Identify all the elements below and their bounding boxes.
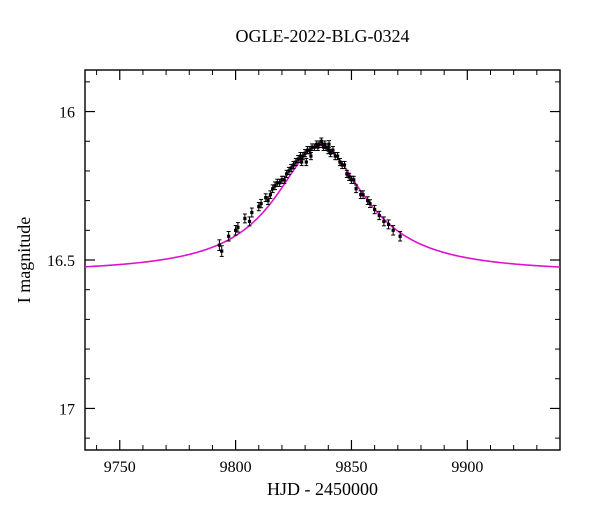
data-point <box>234 229 237 232</box>
xtick-label: 9850 <box>335 459 367 476</box>
xlabel: HJD - 2450000 <box>267 479 378 499</box>
xtick-label: 9900 <box>451 459 483 476</box>
data-point <box>269 193 272 196</box>
data-point <box>382 220 385 223</box>
data-point <box>327 143 330 146</box>
data-point <box>292 163 295 166</box>
ytick-label: 16 <box>59 105 75 122</box>
data-point <box>336 154 339 157</box>
data-point <box>305 160 308 163</box>
data-point <box>345 172 348 175</box>
data-point <box>387 223 390 226</box>
data-point <box>283 178 286 181</box>
data-point <box>236 226 239 229</box>
data-point <box>373 208 376 211</box>
ytick-label: 16.5 <box>47 253 75 270</box>
data-point <box>338 160 341 163</box>
data-point <box>304 152 307 155</box>
data-point <box>243 217 246 220</box>
data-point <box>354 187 357 190</box>
data-point <box>278 181 281 184</box>
data-point <box>259 202 262 205</box>
data-point <box>300 160 303 163</box>
data-point <box>294 160 297 163</box>
data-point <box>250 211 253 214</box>
data-point <box>290 166 293 169</box>
ytick-label: 17 <box>59 401 75 418</box>
xtick-label: 9800 <box>220 459 252 476</box>
data-point <box>266 199 269 202</box>
data-point <box>392 229 395 232</box>
data-point <box>327 149 330 152</box>
data-point <box>285 172 288 175</box>
data-point <box>331 149 334 152</box>
data-point <box>287 169 290 172</box>
data-point <box>329 152 332 155</box>
data-point <box>352 178 355 181</box>
data-point <box>301 154 304 157</box>
data-point <box>399 235 402 238</box>
data-point <box>248 220 251 223</box>
data-point <box>273 184 276 187</box>
data-point <box>227 235 230 238</box>
plot-title: OGLE-2022-BLG-0324 <box>236 26 410 46</box>
data-point <box>343 163 346 166</box>
data-point <box>378 214 381 217</box>
lightcurve-plot: OGLE-2022-BLG-0324 9750 9800 9850 9900 16 16.5… <box>0 0 600 512</box>
data-point <box>309 154 312 157</box>
xtick-label: 9750 <box>104 459 136 476</box>
data-point <box>297 157 300 160</box>
data-point <box>361 193 364 196</box>
data-point <box>368 202 371 205</box>
data-point <box>220 249 223 252</box>
ylabel: I magnitude <box>14 217 34 303</box>
data-point <box>348 175 351 178</box>
data-point <box>218 244 221 247</box>
data-point <box>324 146 327 149</box>
